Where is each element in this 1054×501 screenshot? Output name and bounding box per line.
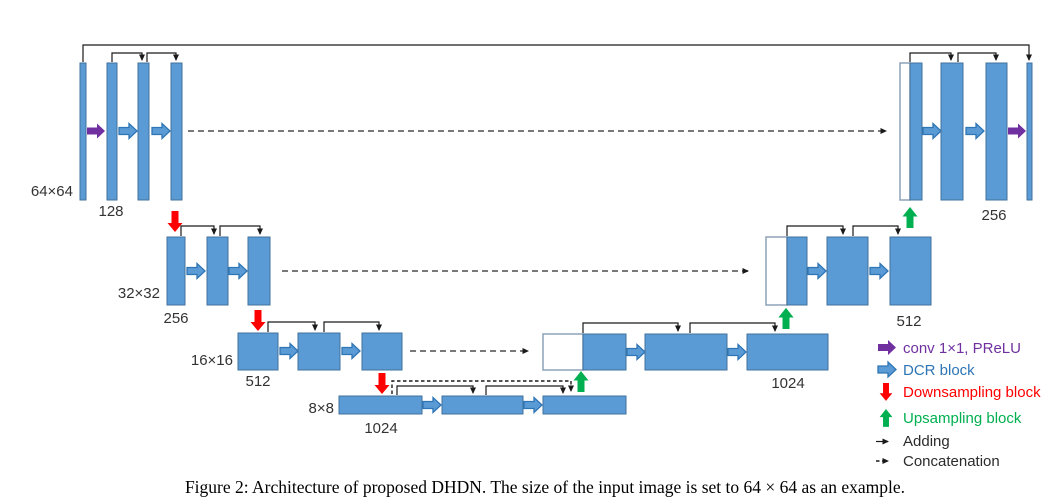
feature-block	[582, 333, 627, 371]
feature-block	[909, 62, 923, 201]
adding-skip	[180, 225, 217, 236]
feature-block	[297, 332, 341, 371]
feature-block	[247, 236, 271, 306]
legend-label-adding: Adding	[903, 433, 950, 450]
legend-label-dcr: DCR block	[903, 362, 975, 379]
bottom-level4: 8×8 1024	[309, 371, 627, 437]
level3-channels-label: 512	[245, 373, 270, 390]
dcr-arrow	[422, 396, 442, 414]
upsampling-arrow	[573, 371, 589, 392]
feature-block	[542, 395, 627, 415]
conv1x1-arrow	[1008, 123, 1026, 139]
encoder-level3: 16×16 512	[191, 321, 529, 394]
concat-white-box	[542, 333, 584, 371]
downsampling-arrow-icon	[879, 383, 893, 401]
dcr-arrow	[186, 262, 206, 280]
adding-skip	[689, 322, 778, 333]
dcr-arrow	[118, 122, 138, 140]
downsampling-arrow	[167, 211, 183, 232]
feature-block	[166, 236, 186, 306]
level1-channels-label: 128	[98, 203, 123, 220]
level3-size-label: 16×16	[191, 352, 233, 369]
dcr-arrow	[279, 342, 299, 360]
output-image-bar	[1026, 62, 1033, 201]
adding-skip-long	[82, 44, 1032, 62]
adding-skip	[146, 52, 179, 62]
dcr-arrow	[228, 262, 248, 280]
conv1x1-arrow	[87, 123, 105, 139]
dcr-arrow	[151, 122, 171, 140]
feature-block	[170, 62, 183, 201]
adding-skip	[582, 322, 681, 333]
decoder-level2: 512	[765, 225, 932, 330]
adding-skip	[909, 52, 954, 62]
decoder-level1: 256	[899, 52, 1033, 228]
dcr-arrow-icon	[877, 361, 897, 378]
dcr-arrow	[922, 122, 942, 140]
upsampling-arrow	[902, 207, 918, 228]
downsampling-arrow	[250, 310, 266, 331]
level4-channels-label: 1024	[364, 420, 397, 437]
level2-dec-channels-label: 512	[896, 313, 921, 330]
concat-white-bar	[899, 62, 911, 201]
feature-block	[985, 62, 1008, 201]
level1-dec-channels-label: 256	[981, 207, 1006, 224]
dcr-arrow	[626, 343, 646, 361]
level4-size-label: 8×8	[309, 400, 334, 417]
adding-skip	[852, 225, 901, 236]
upsampling-arrow	[778, 308, 794, 329]
feature-block	[206, 236, 229, 306]
feature-block	[338, 395, 423, 415]
dcr-arrow	[523, 396, 543, 414]
dcr-arrow	[727, 343, 747, 361]
concatenation-skip	[391, 380, 574, 394]
adding-skip	[267, 321, 318, 332]
concat-white-box	[765, 236, 788, 306]
level2-size-label: 32×32	[118, 285, 160, 302]
dcr-arrow	[341, 342, 361, 360]
adding-skip	[786, 225, 846, 236]
feature-block	[826, 236, 869, 306]
feature-block	[786, 236, 808, 306]
level3-dec-channels-label: 1024	[771, 375, 804, 392]
feature-block	[361, 332, 403, 371]
adding-skip	[396, 385, 476, 395]
legend-label-concatenation: Concatenation	[903, 453, 1000, 470]
adding-skip	[957, 52, 999, 62]
adding-skip	[485, 385, 566, 395]
decoder-level3: 1024	[542, 308, 829, 392]
feature-block	[106, 62, 118, 201]
legend-label-downsampling: Downsampling block	[903, 384, 1041, 401]
feature-block	[137, 62, 150, 201]
dcr-arrow	[965, 122, 985, 140]
input-image-bar	[79, 62, 87, 201]
encoder-level1: 64×64 128	[31, 44, 1032, 232]
adding-skip	[111, 52, 145, 62]
feature-block	[237, 332, 279, 371]
feature-block	[644, 333, 728, 371]
encoder-level2: 32×32 256	[118, 225, 749, 331]
adding-skip	[219, 225, 263, 236]
upsampling-arrow-icon	[879, 409, 893, 427]
legend-label-upsampling: Upsampling block	[903, 410, 1022, 427]
feature-block	[746, 333, 829, 371]
downsampling-arrow	[374, 373, 390, 394]
legend: conv 1×1, PReLU DCR block Downsampling b…	[876, 340, 1041, 470]
dcr-arrow	[807, 262, 827, 280]
feature-block	[940, 62, 964, 201]
dcr-arrow	[869, 262, 889, 280]
legend-label-conv: conv 1×1, PReLU	[903, 340, 1021, 357]
figure-caption: Figure 2: Architecture of proposed DHDN.…	[185, 477, 905, 497]
adding-skip	[323, 321, 382, 332]
level1-size-label: 64×64	[31, 183, 73, 200]
level2-channels-label: 256	[163, 310, 188, 327]
conv-arrow-icon	[878, 340, 896, 355]
feature-block	[441, 395, 524, 415]
feature-block	[889, 236, 932, 306]
